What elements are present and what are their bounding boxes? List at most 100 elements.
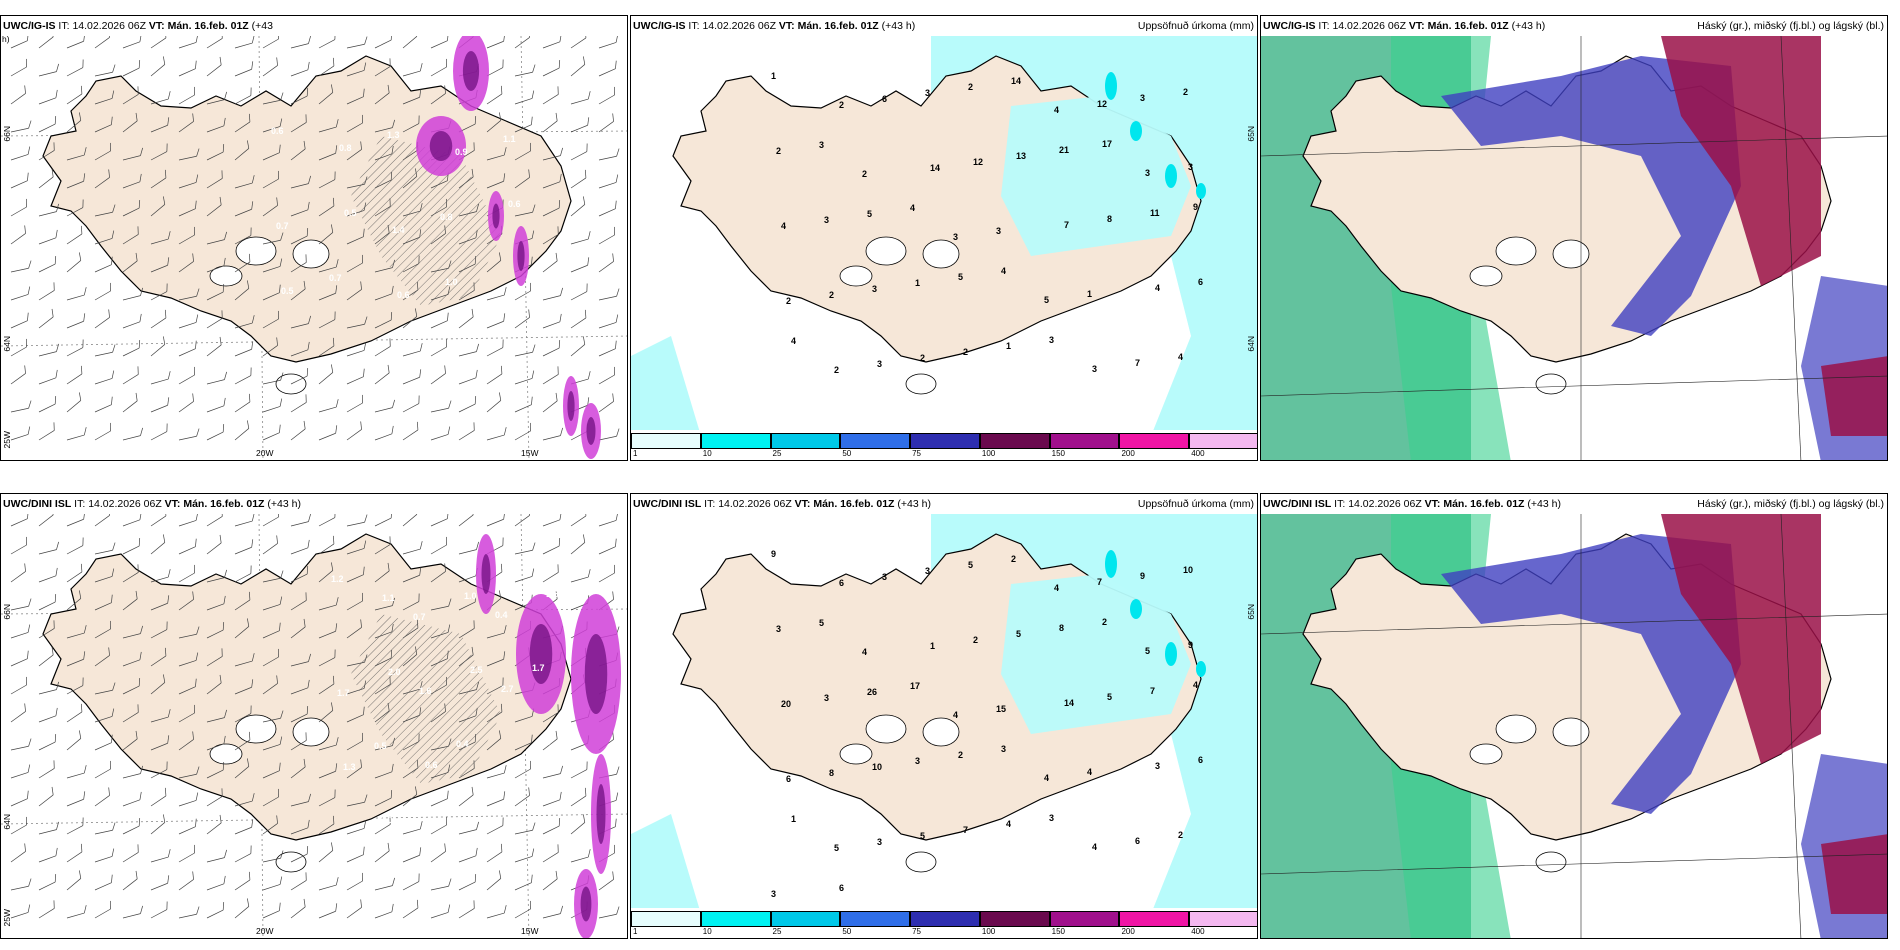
colorbar-tick: 200: [1121, 927, 1135, 936]
wind-barb: [542, 147, 563, 161]
colorbar-tick: 75: [912, 927, 922, 936]
wind-barb: [38, 203, 59, 217]
init-time: 14.02.2026 06Z: [1348, 498, 1422, 510]
precip-value: 4: [1092, 842, 1098, 852]
wind-barb: [66, 870, 82, 891]
wind-barb: [234, 731, 251, 751]
wind-barb: [318, 145, 338, 161]
precip-value: 3: [872, 284, 878, 294]
wind-barb: [374, 903, 394, 919]
wind-barb: [458, 821, 479, 835]
panel-header: UWC/DINI ISL IT: 14.02.2026 06Z VT: Mán.…: [1261, 494, 1887, 514]
wind-barb: [94, 204, 116, 217]
wind-barb: [38, 396, 57, 413]
precip-max: [1165, 642, 1177, 666]
wind-barb: [486, 765, 507, 779]
precip-value: 6: [839, 578, 845, 588]
latitude-label: 64N: [2, 336, 12, 352]
wind-barb: [10, 878, 32, 891]
wind-barb: [402, 593, 420, 611]
wind-barb: [10, 904, 31, 919]
wind-barb: [122, 730, 138, 751]
wind-barb: [38, 36, 54, 49]
colorbar-swatch: [1189, 433, 1257, 449]
wind-barb: [542, 226, 559, 245]
gust-value: 0.6: [397, 290, 410, 300]
glacier-outline: [1552, 239, 1590, 269]
wind-barb: [38, 256, 57, 273]
wind-barb: [122, 86, 139, 105]
wind-barb: [262, 535, 278, 555]
wind-barb: [402, 421, 419, 441]
wind-barb: [318, 285, 338, 301]
precip-value: 3: [1145, 168, 1151, 178]
vt-label: VT:: [1408, 20, 1425, 32]
glacier-outline: [1552, 717, 1590, 747]
wind-barb: [10, 764, 31, 779]
precip-value: 5: [920, 831, 926, 841]
wind-barb: [598, 226, 615, 245]
wind-barb: [542, 905, 563, 919]
wind-barb: [262, 170, 279, 189]
wind-barb: [10, 172, 29, 189]
wind-barb: [122, 287, 143, 301]
precip-max: [1130, 121, 1142, 141]
latitude-label: 65N: [1246, 126, 1256, 142]
valid-time: Mán. 16.feb. 01Z: [1443, 498, 1525, 510]
wind-barb: [150, 735, 170, 751]
wind-barb: [38, 707, 58, 723]
it-label: IT:: [58, 20, 70, 32]
wind-barb: [318, 789, 336, 807]
precip-value: 9: [1140, 571, 1146, 581]
precip-value: 2: [1183, 87, 1189, 97]
wind-barb: [178, 200, 197, 217]
wind-barb: [262, 310, 279, 329]
longitude-line: [520, 36, 530, 460]
wind-barb: [542, 427, 563, 441]
wind-barb: [10, 312, 29, 329]
wind-barb: [122, 538, 141, 555]
wind-barb: [66, 537, 84, 555]
wind-barb: [318, 364, 334, 385]
wind-barb: [66, 905, 87, 919]
precip-value: 5: [867, 209, 873, 219]
latitude-label: 25W: [2, 431, 12, 449]
wind-barb: [318, 171, 336, 189]
wind-barb: [598, 253, 614, 273]
model-name: UWC/DINI ISL: [3, 498, 72, 510]
wind-barb: [206, 514, 223, 527]
wind-barb: [542, 730, 558, 751]
wind-barb: [66, 590, 82, 611]
precip-value: 2: [834, 365, 840, 375]
wind-barb: [10, 816, 27, 835]
wind-barb: [10, 598, 32, 611]
wind-barb: [570, 534, 586, 555]
wind-barb: [542, 252, 558, 273]
wind-barb: [234, 113, 251, 133]
wind-barb: [178, 36, 199, 49]
precip-value: 14: [930, 163, 941, 173]
wind-barb: [178, 766, 200, 779]
wind-barb: [402, 395, 420, 413]
wind-barb: [150, 371, 171, 385]
precip-value: 3: [771, 889, 777, 899]
glacier-outline: [1495, 714, 1537, 744]
model-name: UWC/IG-IS: [633, 20, 686, 32]
wind-barb: [178, 818, 197, 835]
wind-barb: [122, 844, 139, 863]
wind-barb: [430, 843, 446, 863]
wind-barb: [402, 343, 423, 357]
wind-barb: [66, 313, 86, 329]
wind-barb: [122, 514, 142, 527]
precip-value: 5: [834, 843, 840, 853]
precip-value: 2: [1011, 554, 1017, 564]
precip-value: 5: [968, 560, 974, 570]
wind-barb: [150, 56, 166, 77]
wind-barb: [122, 791, 142, 807]
wind-barb: [234, 618, 250, 639]
wind-barb: [346, 619, 362, 639]
wind-barb: [570, 91, 591, 105]
wind-barb: [150, 91, 171, 105]
gust-value: 0.7: [413, 612, 426, 622]
wind-barb: [290, 201, 310, 217]
